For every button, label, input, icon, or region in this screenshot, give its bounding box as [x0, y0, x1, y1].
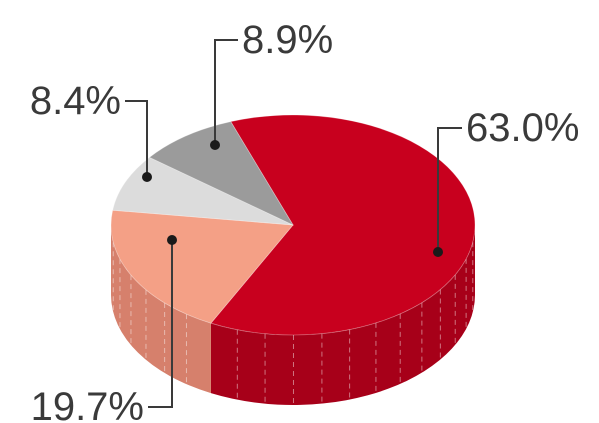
pie-sides [111, 225, 475, 405]
slice-side-1 [111, 225, 211, 394]
slice-top-0 [210, 114, 476, 336]
leader-dot-89 [210, 140, 220, 150]
leader-line-89 [214, 39, 238, 145]
leader-line-63 [437, 127, 462, 252]
slice-top-2 [112, 156, 294, 226]
slice-label-197: 19.7% [31, 385, 144, 423]
slice-label-63: 63.0% [466, 106, 579, 150]
callout-84: 8.4% [30, 79, 152, 182]
slice-side-0 [210, 225, 475, 405]
leader-line-197 [148, 240, 173, 408]
callout-63: 63.0% [433, 106, 579, 257]
leader-dot-84 [142, 172, 152, 182]
leader-line-84 [125, 100, 148, 177]
slice-top-3 [148, 121, 295, 226]
slice-label-84: 8.4% [30, 79, 121, 123]
callout-89: 8.9% [210, 18, 333, 150]
leader-dot-197 [167, 235, 177, 245]
callout-197: 19.7% [31, 235, 177, 423]
pie-tops [110, 114, 476, 336]
leader-dot-63 [433, 247, 443, 257]
slice-top-1 [110, 209, 294, 324]
slice-label-89: 8.9% [242, 18, 333, 62]
